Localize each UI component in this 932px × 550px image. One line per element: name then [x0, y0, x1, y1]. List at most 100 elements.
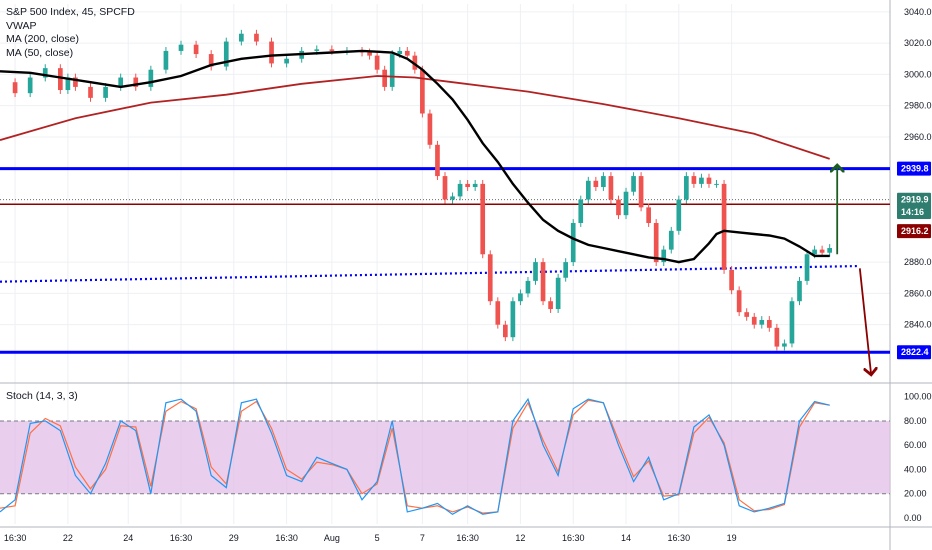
price-tag-box: [897, 161, 931, 176]
candle-body: [570, 223, 576, 263]
candle-body: [12, 82, 18, 94]
candle-body: [676, 199, 682, 231]
time-tick-label: 16:30: [275, 533, 298, 543]
candle-body: [118, 77, 124, 87]
candle-body: [223, 41, 229, 67]
candle-body: [631, 176, 636, 192]
price-tick-label: 2960.0: [904, 132, 932, 142]
candle-body: [782, 343, 787, 347]
price-tick-label: 2980.0: [904, 101, 932, 111]
candle-body: [646, 207, 651, 224]
time-tick-label: 16:30: [170, 533, 193, 543]
candle-body: [706, 177, 712, 184]
candle-body: [510, 301, 516, 338]
price-tag-label: 2916.2: [901, 226, 929, 236]
price-tag-label: 2919.9: [901, 195, 929, 205]
candle-body: [608, 176, 614, 200]
candle-body: [382, 69, 387, 87]
candle-body: [525, 280, 531, 294]
candle-body: [457, 183, 463, 197]
candle-body: [819, 249, 825, 253]
candle-body: [774, 327, 780, 347]
candle-body: [548, 301, 553, 310]
price-tick-label: 3040.0: [904, 7, 932, 17]
candle-body: [389, 54, 395, 87]
candle-body: [729, 269, 734, 291]
stoch-d-line: [0, 399, 830, 514]
candle-body: [42, 68, 48, 78]
time-tick-label: 16:30: [668, 533, 691, 543]
stoch-tick-label: 0.00: [904, 513, 922, 523]
time-tick-label: 16:30: [456, 533, 479, 543]
candle-body: [661, 249, 667, 263]
ma-50-line: [0, 49, 830, 264]
candle-body: [585, 180, 591, 200]
candle-body: [759, 319, 765, 325]
candle-body: [73, 77, 78, 87]
price-tick-label: 3000.0: [904, 69, 932, 79]
candle-body: [239, 33, 244, 42]
time-tick-label: 7: [420, 533, 425, 543]
time-tick-label: 5: [375, 533, 380, 543]
legend-ma-200[interactable]: MA (200, close): [6, 33, 79, 45]
candle-body: [487, 254, 493, 302]
stoch-title[interactable]: Stoch (14, 3, 3): [6, 390, 78, 402]
price-tick-label: 2860.0: [904, 288, 932, 298]
price-tag-box: [897, 345, 931, 360]
price-tick-label: 2880.0: [904, 257, 932, 267]
stoch-k-line: [0, 397, 830, 516]
candle-body: [367, 52, 372, 56]
candle-body: [736, 290, 742, 313]
candle-body: [329, 49, 335, 51]
candle-body: [593, 180, 599, 188]
time-tick-label: Aug: [324, 533, 340, 543]
candle-body: [103, 86, 108, 98]
candle-body: [653, 223, 659, 263]
candle-body: [427, 113, 433, 145]
price-tag-label: 14:16: [901, 207, 924, 217]
time-tick-label: 12: [515, 533, 525, 543]
price-tag-box: [897, 192, 931, 207]
candle-body: [442, 176, 448, 200]
trend-line-dotted: [0, 264, 860, 283]
candle-body: [58, 68, 63, 91]
time-tick-label: 16:30: [562, 533, 585, 543]
candle-body: [623, 191, 629, 216]
candle-body: [812, 249, 817, 255]
candle-body: [563, 262, 569, 278]
time-tick-label: 16:30: [4, 533, 27, 543]
stoch-tick-label: 60.00: [904, 440, 927, 450]
stoch-tick-label: 100.00: [904, 392, 932, 402]
time-tick-label: 19: [727, 533, 737, 543]
candle-body: [314, 49, 320, 51]
candle-body: [178, 44, 184, 51]
candle-body: [540, 262, 546, 302]
candle-body: [699, 177, 704, 184]
candle-body: [269, 41, 274, 64]
price-tick-label: 2840.0: [904, 320, 932, 330]
candle-body: [397, 50, 403, 55]
candle-body: [284, 58, 289, 64]
candle-body: [804, 254, 810, 281]
candle-body: [751, 316, 757, 325]
candle-body: [766, 319, 772, 328]
candle-body: [420, 69, 425, 114]
ma-200-line: [0, 75, 830, 160]
candle-body: [616, 199, 621, 216]
time-tick-label: 22: [63, 533, 73, 543]
candle-body: [65, 77, 71, 91]
candle-body: [578, 199, 584, 224]
legend-vwap[interactable]: VWAP: [6, 19, 37, 32]
candle-body: [555, 277, 561, 310]
legend-ma-50[interactable]: MA (50, close): [6, 46, 74, 59]
price-tag-box: [897, 224, 931, 239]
candle-body: [638, 176, 644, 208]
stoch-tick-label: 80.00: [904, 416, 927, 426]
chart-legend: S&P 500 Index, 45, SPCFD VWAP MA (200, c…: [6, 6, 135, 60]
candle-body: [208, 54, 214, 67]
candle-body: [88, 86, 93, 98]
price-tag-box: [897, 205, 931, 220]
stoch-tick-label: 20.00: [904, 489, 927, 499]
candle-body: [412, 55, 418, 70]
candle-body: [533, 262, 538, 281]
